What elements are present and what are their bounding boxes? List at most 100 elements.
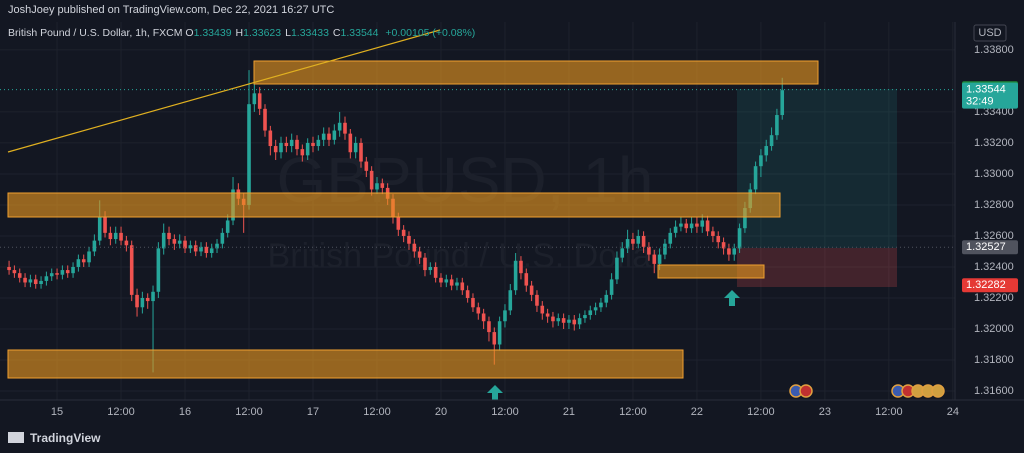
candle-body	[540, 305, 545, 314]
candle-body	[129, 245, 134, 295]
candle-body	[49, 273, 54, 277]
price-tag-label: 1.32527	[966, 241, 1006, 253]
candle-body	[513, 260, 518, 291]
candle-body	[343, 122, 347, 134]
candle-body	[332, 130, 337, 140]
candle-body	[396, 217, 401, 230]
x-tick-label: 15	[51, 406, 63, 418]
ohlc-value: 1.33433	[290, 27, 329, 39]
candle-body	[103, 217, 107, 233]
candle-body	[204, 246, 209, 254]
change: +0.00105 (+0.08%)	[385, 27, 476, 39]
y-tick-label: 1.32400	[974, 261, 1014, 273]
candle-body	[263, 108, 267, 131]
currency: USD	[978, 27, 1001, 39]
candle-body	[636, 235, 641, 244]
candle-body	[55, 273, 59, 275]
watermark-subtitle: British Pound / U.S. Dollar	[268, 237, 663, 275]
y-tick-label: 1.33800	[974, 44, 1014, 56]
candle-body	[535, 294, 539, 306]
candle-body	[465, 290, 470, 298]
candle-body	[17, 273, 22, 278]
candle-body	[689, 223, 694, 229]
candle-body	[161, 232, 166, 249]
candle-body	[311, 142, 315, 147]
ohlc-label: O	[185, 27, 194, 39]
x-tick-label: 22	[691, 406, 703, 418]
candle-body	[135, 294, 139, 308]
candle-body	[23, 277, 27, 283]
candle-body	[487, 321, 491, 333]
candle-body	[279, 142, 283, 153]
candle-body	[657, 254, 662, 264]
candle-body	[711, 231, 715, 236]
price-timer: 32:49	[966, 96, 994, 108]
candle-body	[119, 232, 123, 241]
y-tick-label: 1.32000	[974, 323, 1014, 335]
candle-body	[65, 270, 70, 274]
candle-body	[764, 146, 769, 156]
x-tick-label: 16	[179, 406, 191, 418]
candle-body	[572, 319, 577, 325]
candle-body	[273, 146, 278, 153]
x-tick-label: 23	[819, 406, 831, 418]
candle-body	[449, 279, 454, 286]
y-tick-label: 1.32800	[974, 199, 1014, 211]
candle-body	[12, 270, 17, 274]
candle-body	[188, 245, 193, 249]
candle-body	[753, 166, 758, 190]
price-tag	[962, 278, 1018, 293]
candle-body	[193, 245, 198, 252]
candle-body	[428, 266, 433, 271]
candle-body	[92, 240, 97, 252]
x-tick-label: 24	[947, 406, 959, 418]
candle-body	[28, 279, 33, 283]
position-profit	[737, 89, 897, 248]
candle-body	[359, 142, 363, 162]
y-tick-label: 1.32200	[974, 292, 1014, 304]
candle-body	[577, 318, 582, 325]
candle-body	[519, 260, 523, 274]
ohlc: O1.33439 H1.33623 L1.33433 C1.33544	[185, 27, 382, 39]
candle-body	[615, 257, 619, 280]
candle-body	[567, 319, 571, 323]
candle-body	[76, 259, 81, 267]
candle-body	[684, 223, 689, 229]
candle-body	[497, 321, 502, 345]
candle-body	[599, 302, 603, 308]
arrow-up	[487, 385, 503, 400]
candle-body	[81, 259, 86, 263]
candle-body	[7, 266, 11, 271]
candle-body	[252, 93, 257, 105]
logo	[8, 432, 24, 443]
candle-body	[423, 257, 427, 271]
candle-body	[705, 220, 710, 232]
candle-body	[588, 310, 593, 316]
event-icons	[789, 384, 945, 398]
x-tick-label: 12:00	[875, 406, 903, 418]
candle-body	[327, 133, 331, 140]
candle-body	[337, 122, 342, 131]
candle-body	[439, 277, 443, 283]
candle-body	[529, 285, 534, 295]
candle-body	[199, 246, 203, 252]
candle-body	[695, 223, 699, 227]
candle-body	[433, 266, 438, 278]
candle-body	[759, 155, 763, 167]
zone	[7, 349, 684, 379]
candle-body	[604, 294, 609, 303]
candle-body	[380, 183, 385, 188]
currency-box	[973, 24, 1007, 42]
candle-body	[673, 226, 678, 233]
candle-body	[369, 170, 374, 190]
candle-body	[401, 229, 406, 236]
footer: TradingView	[8, 431, 100, 445]
candle-body	[561, 318, 566, 323]
price-tag	[962, 240, 1018, 255]
candle-body	[551, 316, 555, 322]
candle-body	[113, 232, 118, 240]
x-tick-label: 12:00	[363, 406, 391, 418]
zone	[7, 192, 781, 218]
